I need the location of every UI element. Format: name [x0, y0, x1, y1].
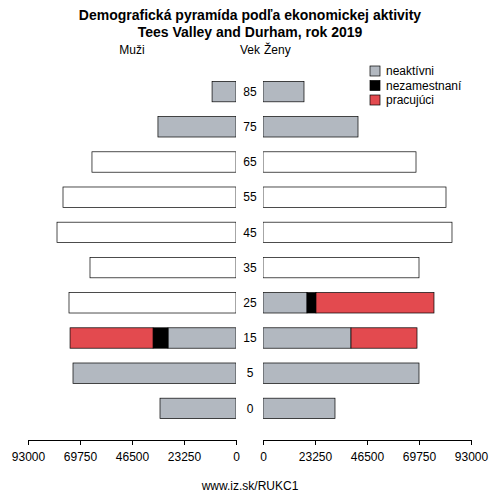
tick: 0: [233, 440, 240, 464]
tick-label: 46500: [351, 450, 385, 464]
tick-mark: [80, 440, 81, 445]
tick-label: 46500: [116, 450, 150, 464]
category-label: 0: [247, 402, 254, 416]
tick: 93000: [12, 440, 46, 464]
tick: 23250: [168, 440, 202, 464]
legend-swatch: [370, 66, 380, 76]
tick-mark: [419, 440, 420, 445]
bar: [92, 152, 236, 172]
legend-label: neaktívni: [386, 64, 434, 78]
y-label: Vek: [240, 43, 261, 57]
category-label: 15: [243, 331, 257, 345]
category-label: 65: [243, 155, 257, 169]
bar: [168, 328, 236, 348]
tick-label: 69750: [64, 450, 98, 464]
bar: [70, 328, 153, 348]
tick: 0: [260, 440, 267, 464]
category-label: 85: [243, 85, 257, 99]
bar: [263, 117, 358, 137]
tick-mark: [315, 440, 316, 445]
bar: [263, 257, 419, 277]
tick-label: 93000: [12, 450, 46, 464]
category-label: 35: [243, 261, 257, 275]
tick-label: 93000: [455, 450, 489, 464]
category-label: 75: [243, 120, 257, 134]
subtitle: Tees Valley and Durham, rok 2019: [138, 24, 363, 40]
tick: 46500: [351, 440, 385, 464]
bar: [63, 187, 236, 207]
legend: neaktívninezamestnanípracujúci: [370, 64, 462, 107]
tick-label: 23250: [299, 450, 333, 464]
category-label: 25: [243, 296, 257, 310]
x-label: Muži: [119, 43, 144, 57]
bar: [73, 363, 236, 383]
age-labels: 0 5 15 25 35 45 55 65 75 85: [243, 85, 257, 416]
tick: 46500: [116, 440, 150, 464]
bar: [212, 81, 236, 101]
tick-label: 0: [233, 450, 240, 464]
tick: 23250: [299, 440, 333, 464]
bar: [263, 398, 335, 418]
x-label: Ženy: [264, 42, 291, 57]
category-label: 55: [243, 190, 257, 204]
caption: www.iz.sk/RUKC1: [201, 479, 299, 493]
bar: [69, 293, 236, 313]
axis-line: [264, 441, 472, 446]
tick: 93000: [455, 440, 489, 464]
bar: [263, 152, 416, 172]
bar: [160, 398, 236, 418]
axis-line: [29, 441, 237, 446]
bar: [351, 328, 417, 348]
bar: [263, 187, 446, 207]
category-label: 5: [247, 366, 254, 380]
bar: [57, 222, 236, 242]
bar: [153, 328, 168, 348]
tick-mark: [132, 440, 133, 445]
legend-label: nezamestnaní: [386, 79, 462, 93]
bars: [57, 81, 236, 418]
tick-mark: [471, 440, 472, 445]
tick-mark: [236, 440, 237, 445]
bar: [263, 222, 452, 242]
tick: 69750: [64, 440, 98, 464]
bar: [263, 328, 351, 348]
bar: [263, 81, 304, 101]
tick-mark: [263, 440, 264, 445]
title: Demografická pyramída podľa ekonomickej …: [79, 7, 422, 23]
legend-swatch: [370, 95, 380, 105]
x-axis: 93000 69750 46500 23250 0: [12, 440, 240, 464]
bars: [263, 81, 452, 418]
tick: 69750: [403, 440, 437, 464]
tick-label: 0: [260, 450, 267, 464]
bar: [263, 363, 419, 383]
legend-label: pracujúci: [386, 93, 434, 107]
bar: [90, 257, 236, 277]
tick-mark: [28, 440, 29, 445]
category-label: 45: [243, 226, 257, 240]
bar: [307, 293, 316, 313]
tick-label: 69750: [403, 450, 437, 464]
bar: [158, 117, 236, 137]
tick-mark: [184, 440, 185, 445]
tick-label: 23250: [168, 450, 202, 464]
chart: Demografická pyramída podľa ekonomickej …: [0, 0, 500, 500]
x-axis: 0 23250 46500 69750 93000: [260, 440, 488, 464]
bar: [263, 293, 307, 313]
tick-mark: [367, 440, 368, 445]
bar: [316, 293, 434, 313]
legend-swatch: [370, 81, 380, 91]
